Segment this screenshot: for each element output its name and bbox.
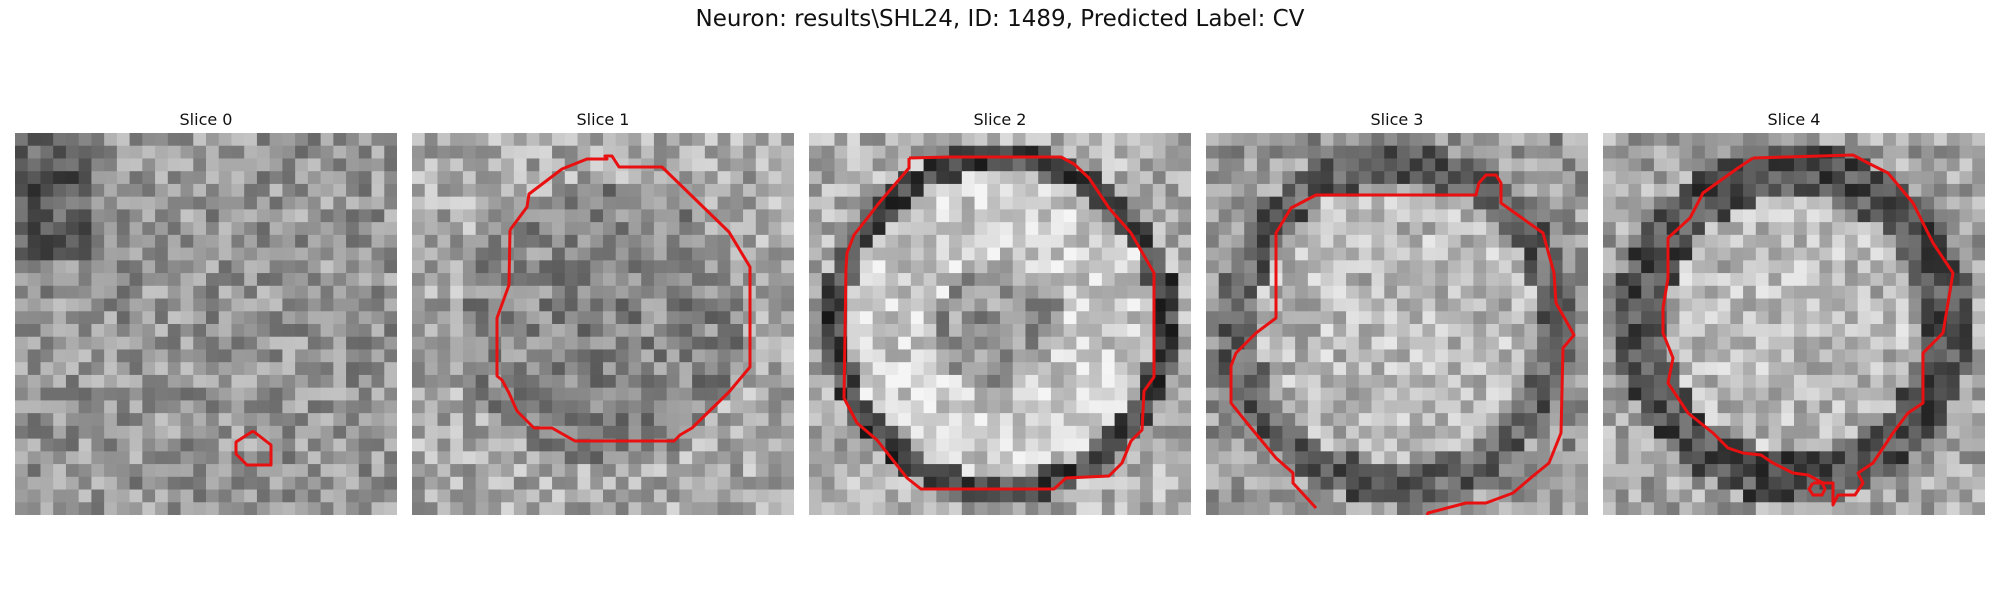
grayscale-pixels xyxy=(809,133,1191,515)
red-contour xyxy=(1661,153,1955,507)
grayscale-pixels xyxy=(1206,133,1588,515)
slice-panel-4: Slice 4 xyxy=(1603,108,1985,515)
red-contour-small xyxy=(1807,481,1827,497)
grayscale-pixels xyxy=(412,133,794,515)
red-contour xyxy=(842,155,1156,491)
red-contour xyxy=(234,429,273,467)
slice-image xyxy=(1603,133,1985,515)
figure-title: Neuron: results\SHL24, ID: 1489, Predict… xyxy=(695,6,1305,32)
slice-title: Slice 1 xyxy=(576,110,630,129)
grayscale-pixels xyxy=(15,133,397,515)
slice-title: Slice 3 xyxy=(1370,110,1424,129)
slice-panel-2: Slice 2 xyxy=(809,108,1191,515)
red-contour xyxy=(1229,173,1576,515)
slice-image xyxy=(809,133,1191,515)
slice-title: Slice 0 xyxy=(179,110,233,129)
slice-title: Slice 4 xyxy=(1767,110,1821,129)
slice-image xyxy=(1206,133,1588,515)
slice-panel-0: Slice 0 xyxy=(15,108,397,515)
slice-panel-3: Slice 3 xyxy=(1206,108,1588,515)
slice-image xyxy=(15,133,397,515)
slice-title: Slice 2 xyxy=(973,110,1027,129)
grayscale-pixels xyxy=(1603,133,1985,515)
red-contour xyxy=(495,154,752,443)
slice-panel-1: Slice 1 xyxy=(412,108,794,515)
slice-image xyxy=(412,133,794,515)
